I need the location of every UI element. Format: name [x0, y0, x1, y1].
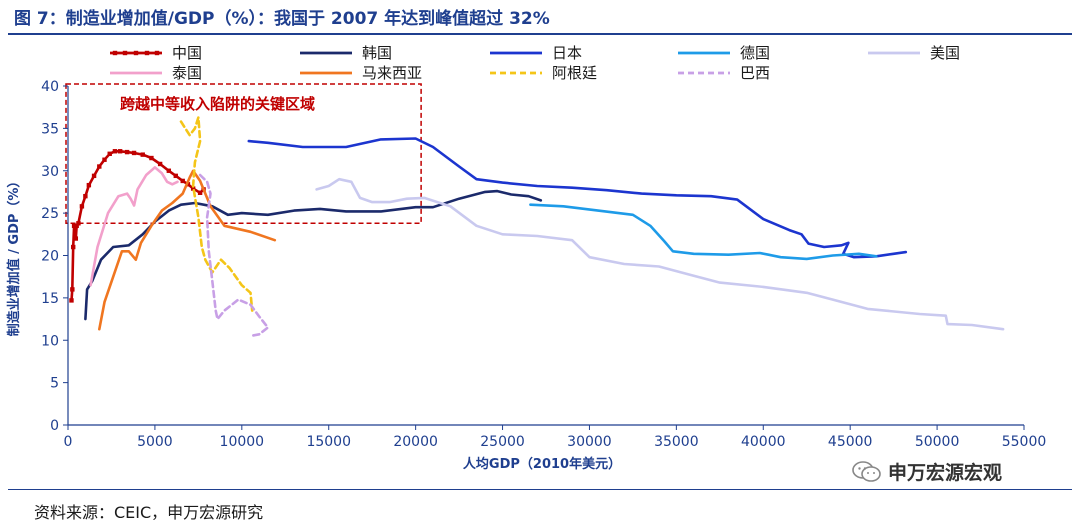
legend-label: 德国: [740, 44, 770, 62]
series-line-9: [198, 173, 270, 338]
y-tick-label: 30: [41, 164, 59, 180]
series-layer: [69, 116, 1005, 338]
series-line-8: [179, 116, 254, 312]
x-tick-label: 5000: [137, 434, 173, 450]
source-note: 资料来源：CEIC，申万宏源研究: [34, 503, 264, 522]
series-line-5: [315, 177, 1005, 331]
legend-label: 韩国: [362, 44, 392, 62]
series-marker: [140, 152, 145, 157]
x-tick-label: 45000: [828, 434, 873, 450]
series-marker: [112, 149, 118, 154]
series-marker: [166, 168, 172, 173]
series-marker: [76, 221, 81, 226]
wechat-icon: [852, 460, 881, 482]
y-tick-label: 10: [41, 333, 59, 349]
x-tick-label: 40000: [741, 434, 786, 450]
series-marker: [131, 150, 137, 156]
watermark: 申万宏源宏观: [852, 458, 1002, 485]
legend-label: 巴西: [740, 64, 770, 82]
series-marker: [97, 164, 102, 169]
series-marker: [83, 193, 88, 199]
x-tick-label: 35000: [654, 434, 699, 450]
x-tick-label: 20000: [393, 434, 438, 450]
legend-item: 中国: [110, 44, 202, 62]
legend-label: 美国: [930, 44, 960, 62]
y-tick-label: 20: [41, 249, 59, 265]
legend-item: 德国: [678, 44, 770, 62]
annotation-layer: 跨越中等收入陷阱的关键区域: [65, 83, 422, 225]
series-marker: [71, 244, 76, 250]
axis-layer: 0 5 10 15 20 25 30 35 40 0 5000 10000 15000 20000 2500…: [41, 79, 1046, 450]
x-axis-label: 人均GDP（2010年美元）: [463, 456, 621, 472]
annotation-box: [65, 83, 422, 225]
legend-label: 日本: [552, 44, 582, 62]
legend-marker: [154, 50, 160, 56]
series-line-2: [84, 189, 543, 321]
y-tick-label: 5: [50, 376, 59, 392]
legend-label: 中国: [172, 44, 202, 62]
x-tick-label: 50000: [915, 434, 960, 450]
series-marker: [91, 173, 97, 179]
series-marker: [70, 287, 75, 292]
legend-item: 巴西: [678, 64, 770, 82]
series-marker: [197, 190, 203, 195]
legend-item: 阿根廷: [490, 64, 597, 82]
footer-divider: [8, 489, 1072, 490]
series-marker: [180, 178, 185, 184]
series-marker: [71, 223, 77, 229]
series-line-3: [247, 137, 908, 259]
series-marker: [124, 149, 130, 155]
legend-marker: [133, 50, 139, 56]
series-line-4: [529, 203, 878, 261]
legend-item: 韩国: [300, 44, 392, 62]
series-marker: [117, 149, 123, 154]
series-line-7: [98, 169, 277, 331]
x-tick-label: 30000: [567, 434, 612, 450]
series-line-6: [89, 166, 179, 287]
y-tick-label: 40: [41, 79, 59, 95]
y-tick-label: 25: [41, 206, 59, 222]
y-axis-label: 制造业增加值 / GDP（%）: [6, 175, 22, 337]
legend-item: 美国: [868, 44, 960, 62]
series-marker: [149, 155, 154, 161]
legend-label: 阿根廷: [552, 64, 597, 82]
figure-title: 图 7：制造业增加值/GDP（%）：我国于 2007 年达到峰值超过 32%: [14, 9, 550, 29]
series-marker: [79, 204, 85, 209]
series-marker: [190, 186, 196, 191]
y-tick-label: 0: [50, 418, 59, 434]
legend-marker: [112, 50, 118, 56]
watermark-text: 申万宏源宏观: [888, 462, 1003, 484]
x-tick-label: 25000: [480, 434, 525, 450]
series-line-1: [70, 150, 205, 302]
x-tick-label: 0: [64, 434, 73, 450]
series-marker: [107, 151, 112, 156]
series-marker: [173, 173, 178, 179]
series-marker: [86, 182, 92, 188]
y-tick-label: 15: [41, 291, 59, 307]
x-tick-label: 10000: [220, 434, 265, 450]
series-marker: [69, 298, 74, 303]
x-tick-label: 15000: [306, 434, 351, 450]
series-marker: [157, 161, 163, 167]
legend-item: 马来西亚: [300, 64, 422, 82]
x-tick-label: 55000: [1002, 434, 1047, 450]
legend-item: 日本: [490, 44, 582, 62]
series-marker: [73, 236, 79, 241]
line-chart: 跨越中等收入陷阱的关键区域 0 5 10 15 20 25 30 35 40 0 5000 10000…: [6, 44, 1046, 472]
legend-item: 泰国: [110, 64, 202, 82]
y-tick-label: 35: [41, 121, 59, 137]
legend-marker: [144, 50, 150, 56]
legend-label: 马来西亚: [362, 64, 422, 82]
series-marker: [74, 223, 79, 229]
series-marker: [102, 157, 107, 162]
legend-marker: [122, 50, 128, 56]
legend-label: 泰国: [172, 64, 202, 82]
title-divider: [8, 33, 1072, 35]
annotation-label: 跨越中等收入陷阱的关键区域: [120, 95, 315, 113]
